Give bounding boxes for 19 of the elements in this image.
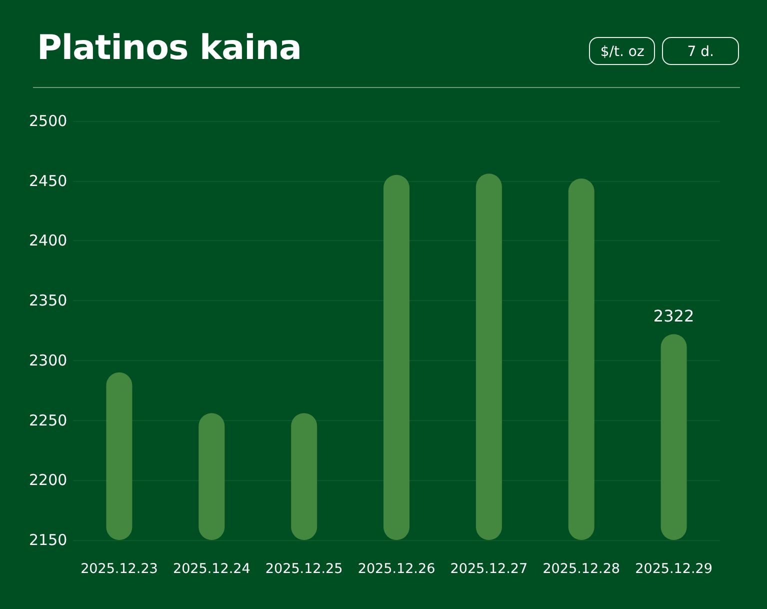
x-tick-label: 2025.12.29 <box>635 561 712 577</box>
text: 7 d. <box>662 37 739 65</box>
y-tick-label: 2500 <box>29 112 68 130</box>
x-tick-label: 2025.12.24 <box>172 561 250 577</box>
y-tick-label: 2200 <box>29 471 68 490</box>
y-tick-label: 2350 <box>29 292 68 310</box>
y-tick-label: 2150 <box>29 531 68 549</box>
y-tick-label: 2300 <box>29 351 68 370</box>
x-tick-label: 2025.12.27 <box>450 561 528 577</box>
chart-title: Platinos kaina <box>37 28 302 68</box>
x-tick-label: 2025.12.28 <box>542 561 620 577</box>
y-tick-label: 2400 <box>29 232 68 250</box>
y-tick-label: 2250 <box>29 411 68 430</box>
data-label: 2322 <box>653 306 694 326</box>
text: $/t. oz <box>589 37 656 65</box>
y-tick-label: 2450 <box>29 172 68 190</box>
x-tick-label: 2025.12.26 <box>358 561 436 577</box>
x-tick-label: 2025.12.23 <box>80 561 158 577</box>
x-tick-label: 2025.12.25 <box>265 561 343 577</box>
